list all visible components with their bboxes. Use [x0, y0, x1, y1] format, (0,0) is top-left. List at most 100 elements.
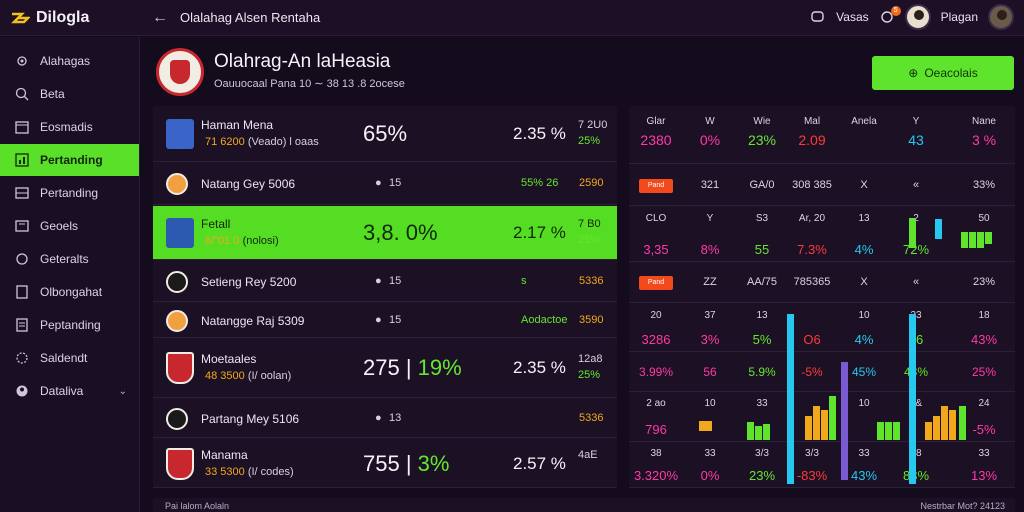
secondary-value: 12a8: [578, 353, 603, 365]
stats-row[interactable]: 20 3286 37 3% 13 5% O6 10 4% 33 26 18 43%: [629, 304, 1015, 352]
subtitle-note: (nolosi): [242, 235, 279, 247]
score-value: 755 | 3%: [363, 451, 450, 476]
mini-bar: [877, 422, 884, 440]
stat-label: 2: [913, 213, 919, 224]
stat-value: O6: [803, 332, 821, 347]
table-row[interactable]: Haman Mena 71 6200 (Veado) l oaas 65% 2.35 …: [153, 106, 617, 162]
stat-label: 10: [704, 398, 716, 409]
mini-bar: [949, 410, 956, 440]
table-row[interactable]: Natangge Raj 5309 15 ● Aodactoe 3590: [153, 304, 617, 338]
table-row[interactable]: Setieng Rey 5200 15 ● s 5336: [153, 262, 617, 302]
mini-bar: [763, 424, 770, 440]
amount: 6/"01 0: [205, 235, 240, 247]
sidebar-item-label: Olbongahat: [40, 285, 103, 299]
bottom-left-text: Pai lalom Aolaln: [165, 501, 230, 511]
table-row[interactable]: Manama 33 5300 (I/ codes) 755 | 3% 2.57 % 4a…: [153, 440, 617, 488]
sidebar-item-alahagas[interactable]: Alahagas: [0, 45, 139, 77]
table-row[interactable]: Moetaales 48 3500 (I/ oolan) 275 | 19% 2.35…: [153, 338, 617, 398]
table-row[interactable]: Partang Mey 5106 13 ● 5336: [153, 400, 617, 438]
stat-value: 796: [645, 422, 667, 437]
stat-label: 13: [858, 213, 870, 224]
stat-label: 10: [858, 398, 870, 409]
stat-value: 43%: [970, 332, 998, 347]
stats-header-row: Glar 2380 W 0% Wie 23% Mal 2.09 Anela Y 43 Nane 3 %: [629, 106, 1015, 164]
stat-label: 3/3: [805, 448, 819, 459]
mini-bar: [841, 362, 848, 480]
sidebar-item-eosmadis[interactable]: Eosmadis: [0, 111, 139, 143]
settings-icon: [16, 253, 28, 265]
mini-bar: [813, 406, 820, 440]
stats-row[interactable]: Pand ZZ AA/75 785365 X « 23%: [629, 263, 1015, 303]
search-icon: [15, 87, 29, 101]
mini-bar: [787, 314, 794, 484]
mini-bar: [909, 314, 916, 484]
player-avatar-icon: [166, 119, 194, 149]
secondary-value: 7 B0: [578, 218, 601, 230]
mini-bar: [925, 422, 932, 440]
stat-label: 2 ao: [646, 398, 666, 409]
sidebar-item-geteralts[interactable]: Geteralts: [0, 243, 139, 275]
sidebar-item-olbongahat[interactable]: Olbongahat: [0, 276, 139, 308]
value-2: 5336: [579, 275, 604, 287]
sidebar-item-label: Alahagas: [40, 54, 91, 68]
team-name: Haman Mena: [201, 118, 274, 132]
chat-icon[interactable]: [810, 9, 826, 25]
stat-value: 3.320%: [633, 468, 679, 483]
back-arrow-icon[interactable]: ←: [152, 8, 168, 26]
mini-bar: [959, 406, 966, 440]
sidebar-item-saldendt[interactable]: Saldendt: [0, 342, 139, 374]
mini-bar: [747, 422, 754, 440]
stat-value: 43%: [903, 365, 929, 379]
stats-row[interactable]: CLO 3,35 Y 8% S3 55 Ar, 20 7.3% 13 4% 2 72% 50: [629, 207, 1015, 262]
column-header: Glar: [646, 116, 666, 127]
avatar[interactable]: [904, 4, 931, 30]
stat-cell: 785365: [793, 276, 831, 288]
stat-cell: 321: [700, 179, 720, 191]
stat-value: 25%: [971, 365, 997, 379]
bottom-right-text: Nestrbar Mot? 24123: [920, 501, 1005, 511]
stat-value: 5%: [752, 332, 772, 347]
sidebar-item-beta[interactable]: Beta: [0, 78, 139, 110]
stat-label: 33: [910, 310, 922, 321]
user-name[interactable]: Plagan: [940, 10, 978, 24]
secondary-percent: 25%: [578, 369, 601, 381]
status-badge: Pand: [639, 276, 673, 290]
value-2: 5336: [579, 412, 604, 424]
sidebar-item-geoels[interactable]: Geoels: [0, 210, 139, 242]
sidebar-item-label: Saldendt: [40, 351, 88, 365]
score-value: 275 | 19%: [363, 355, 462, 380]
sidebar-item-dataliva[interactable]: Dataliva ⌄: [0, 375, 139, 407]
team-subtitle: 6/"01 0 (nolosi): [205, 235, 279, 247]
team-subtitle: 48 3500 (I/ oolan): [205, 370, 291, 382]
stats-row[interactable]: Pand 321 GA/0 308 385 X « 33%: [629, 166, 1015, 206]
top-link[interactable]: Vasas: [836, 10, 869, 24]
column-header: W: [705, 116, 715, 127]
table-row[interactable]: Natang Gey 5006 15 ● 55% 26 2590: [153, 163, 617, 205]
brand[interactable]: Dilogla: [0, 9, 140, 27]
sidebar-item-label: Eosmadis: [40, 120, 93, 134]
table-row[interactable]: Fetall 6/"01 0 (nolosi) 3,8. 0% 2.17 % 7 B0 2…: [153, 206, 617, 260]
primary-action-button[interactable]: ⊕ Oeacolais: [872, 56, 1014, 90]
notification-icon[interactable]: 5: [879, 6, 901, 25]
bottom-strip: Pai lalom Aolaln Nestrbar Mot? 24123: [153, 498, 1015, 512]
team-name: Setieng Rey 5200: [201, 275, 297, 289]
sidebar-item-pertanding[interactable]: Pertanding: [0, 177, 139, 209]
stat-value: 43%: [850, 468, 878, 483]
stat-label: 38: [650, 448, 662, 459]
team-subtitle: Oauuocaal Pana 10 ∼ 38 13 .8 2ocese: [214, 78, 405, 90]
stats-row[interactable]: 2 ao 796 10 33 10 3&24 -5%: [629, 392, 1015, 442]
stats-row[interactable]: 3.99% 56 5.9% -5% 45% 43% 25%: [629, 352, 1015, 392]
sidebar-item-pertanding[interactable]: Pertanding: [0, 144, 139, 176]
sidebar-item-peptanding[interactable]: Peptanding: [0, 309, 139, 341]
stat-label: CLO: [645, 213, 667, 224]
mini-bar: [705, 421, 712, 431]
score-main: 275: [363, 355, 400, 380]
stats-row[interactable]: 38 3.320% 33 0% 3/3 23% 3/3 -83% 33 43% 38 83% 33 13%: [629, 442, 1015, 488]
header-value: 2380: [640, 132, 672, 148]
match-list: Haman Mena 71 6200 (Veado) l oaas 65% 2.35 …: [153, 106, 617, 488]
chevron-down-icon[interactable]: ⌄: [118, 385, 127, 397]
secondary-percent: 25%: [578, 135, 601, 147]
avatar-secondary[interactable]: [988, 4, 1014, 30]
stat-cell: X: [860, 179, 868, 191]
mini-bar: [933, 416, 940, 440]
